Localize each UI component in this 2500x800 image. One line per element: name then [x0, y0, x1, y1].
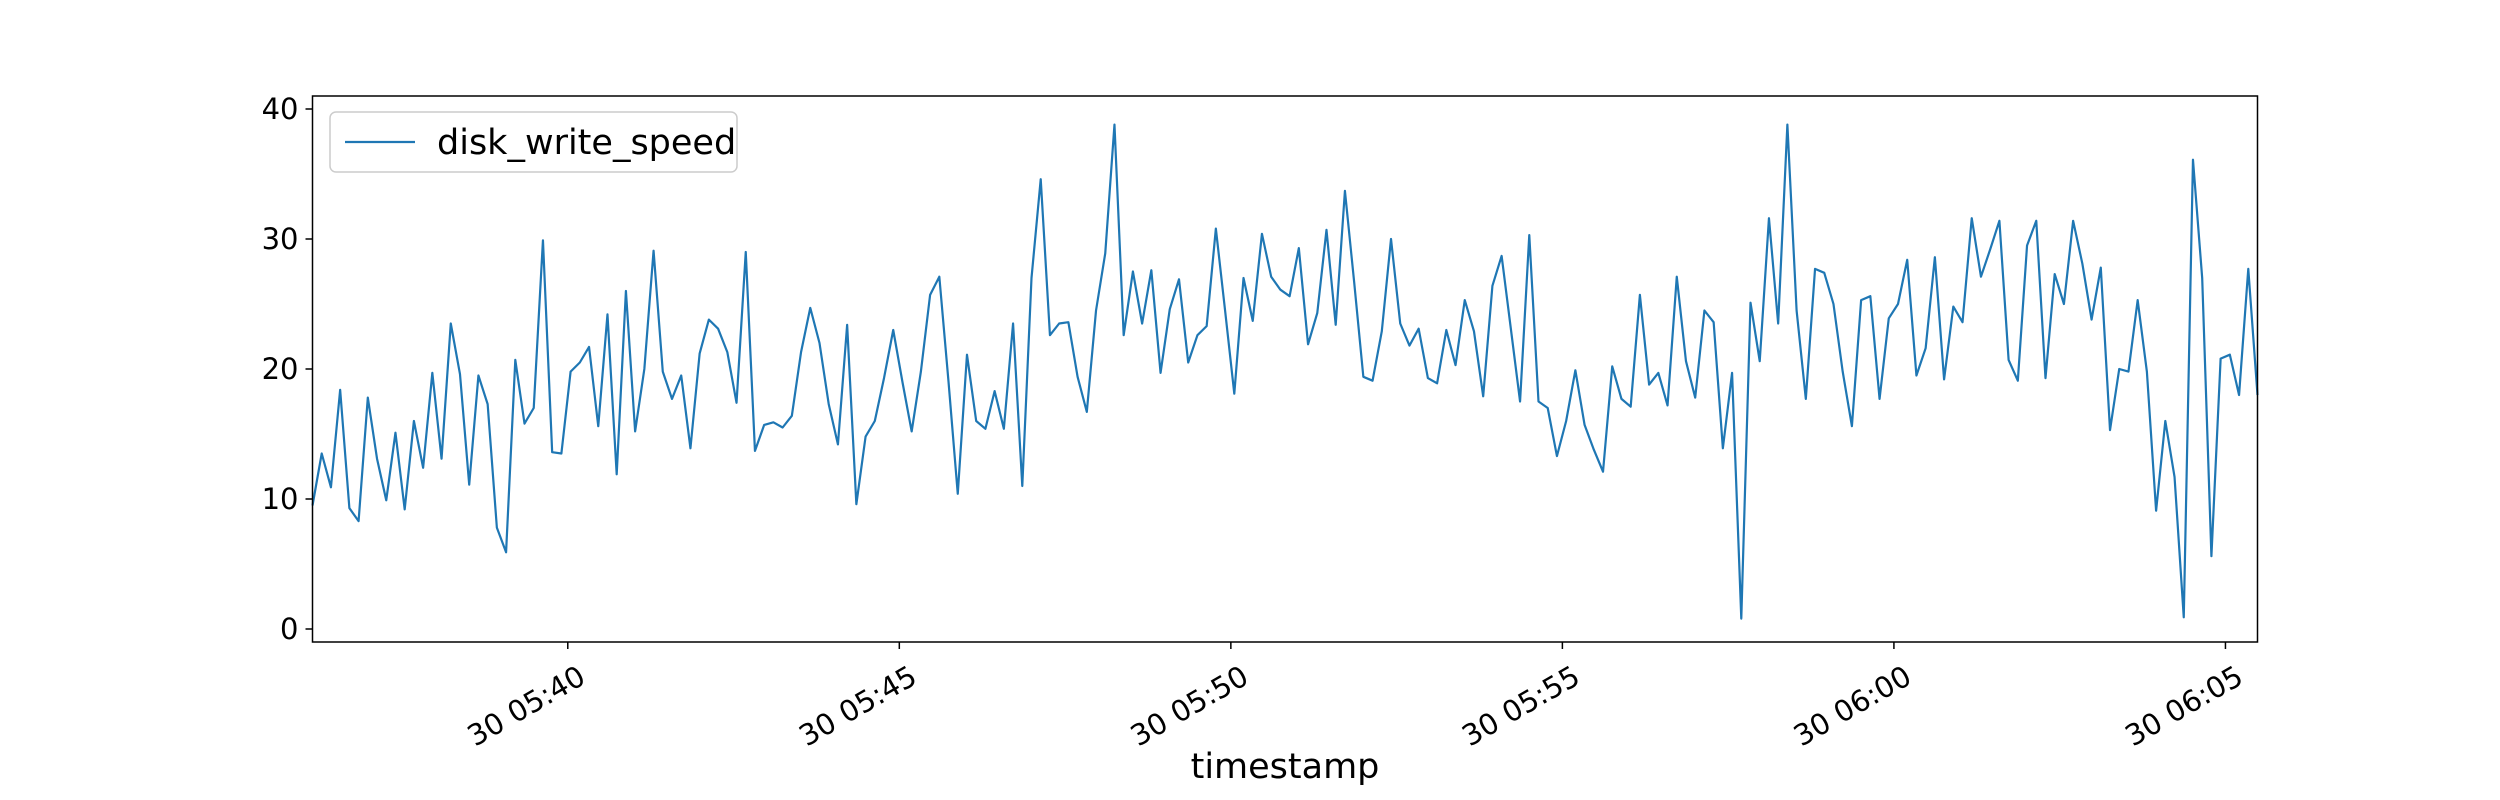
- y-axis: 0 10 20 30 40: [262, 92, 313, 646]
- x-tick-label: 30 05:45: [793, 659, 922, 753]
- plot-area-frame: [311, 95, 2259, 643]
- y-tick-label: 0: [280, 612, 298, 646]
- y-tick-label: 40: [262, 92, 299, 126]
- y-tick-label: 30: [262, 222, 299, 256]
- x-tick-label: 30 06:00: [1788, 659, 1917, 753]
- legend-label: disk_write_speed: [437, 123, 736, 163]
- x-axis-title: timestamp: [1191, 747, 1380, 787]
- series-line-disk-write-speed: [311, 123, 2259, 620]
- x-tick-label: 30 06:05: [2119, 659, 2248, 753]
- y-tick-label: 20: [262, 352, 299, 386]
- x-tick-label: 30 05:50: [1125, 659, 1254, 753]
- legend-box: [329, 111, 738, 173]
- legend: disk_write_speed: [329, 111, 738, 173]
- x-tick-label: 30 05:40: [462, 659, 591, 753]
- y-tick-label: 10: [262, 482, 299, 516]
- x-axis: 30 05:40 30 05:45 30 05:50 30 05:55 30 06:00…: [462, 642, 2249, 753]
- x-tick-label: 30 05:55: [1456, 659, 1585, 753]
